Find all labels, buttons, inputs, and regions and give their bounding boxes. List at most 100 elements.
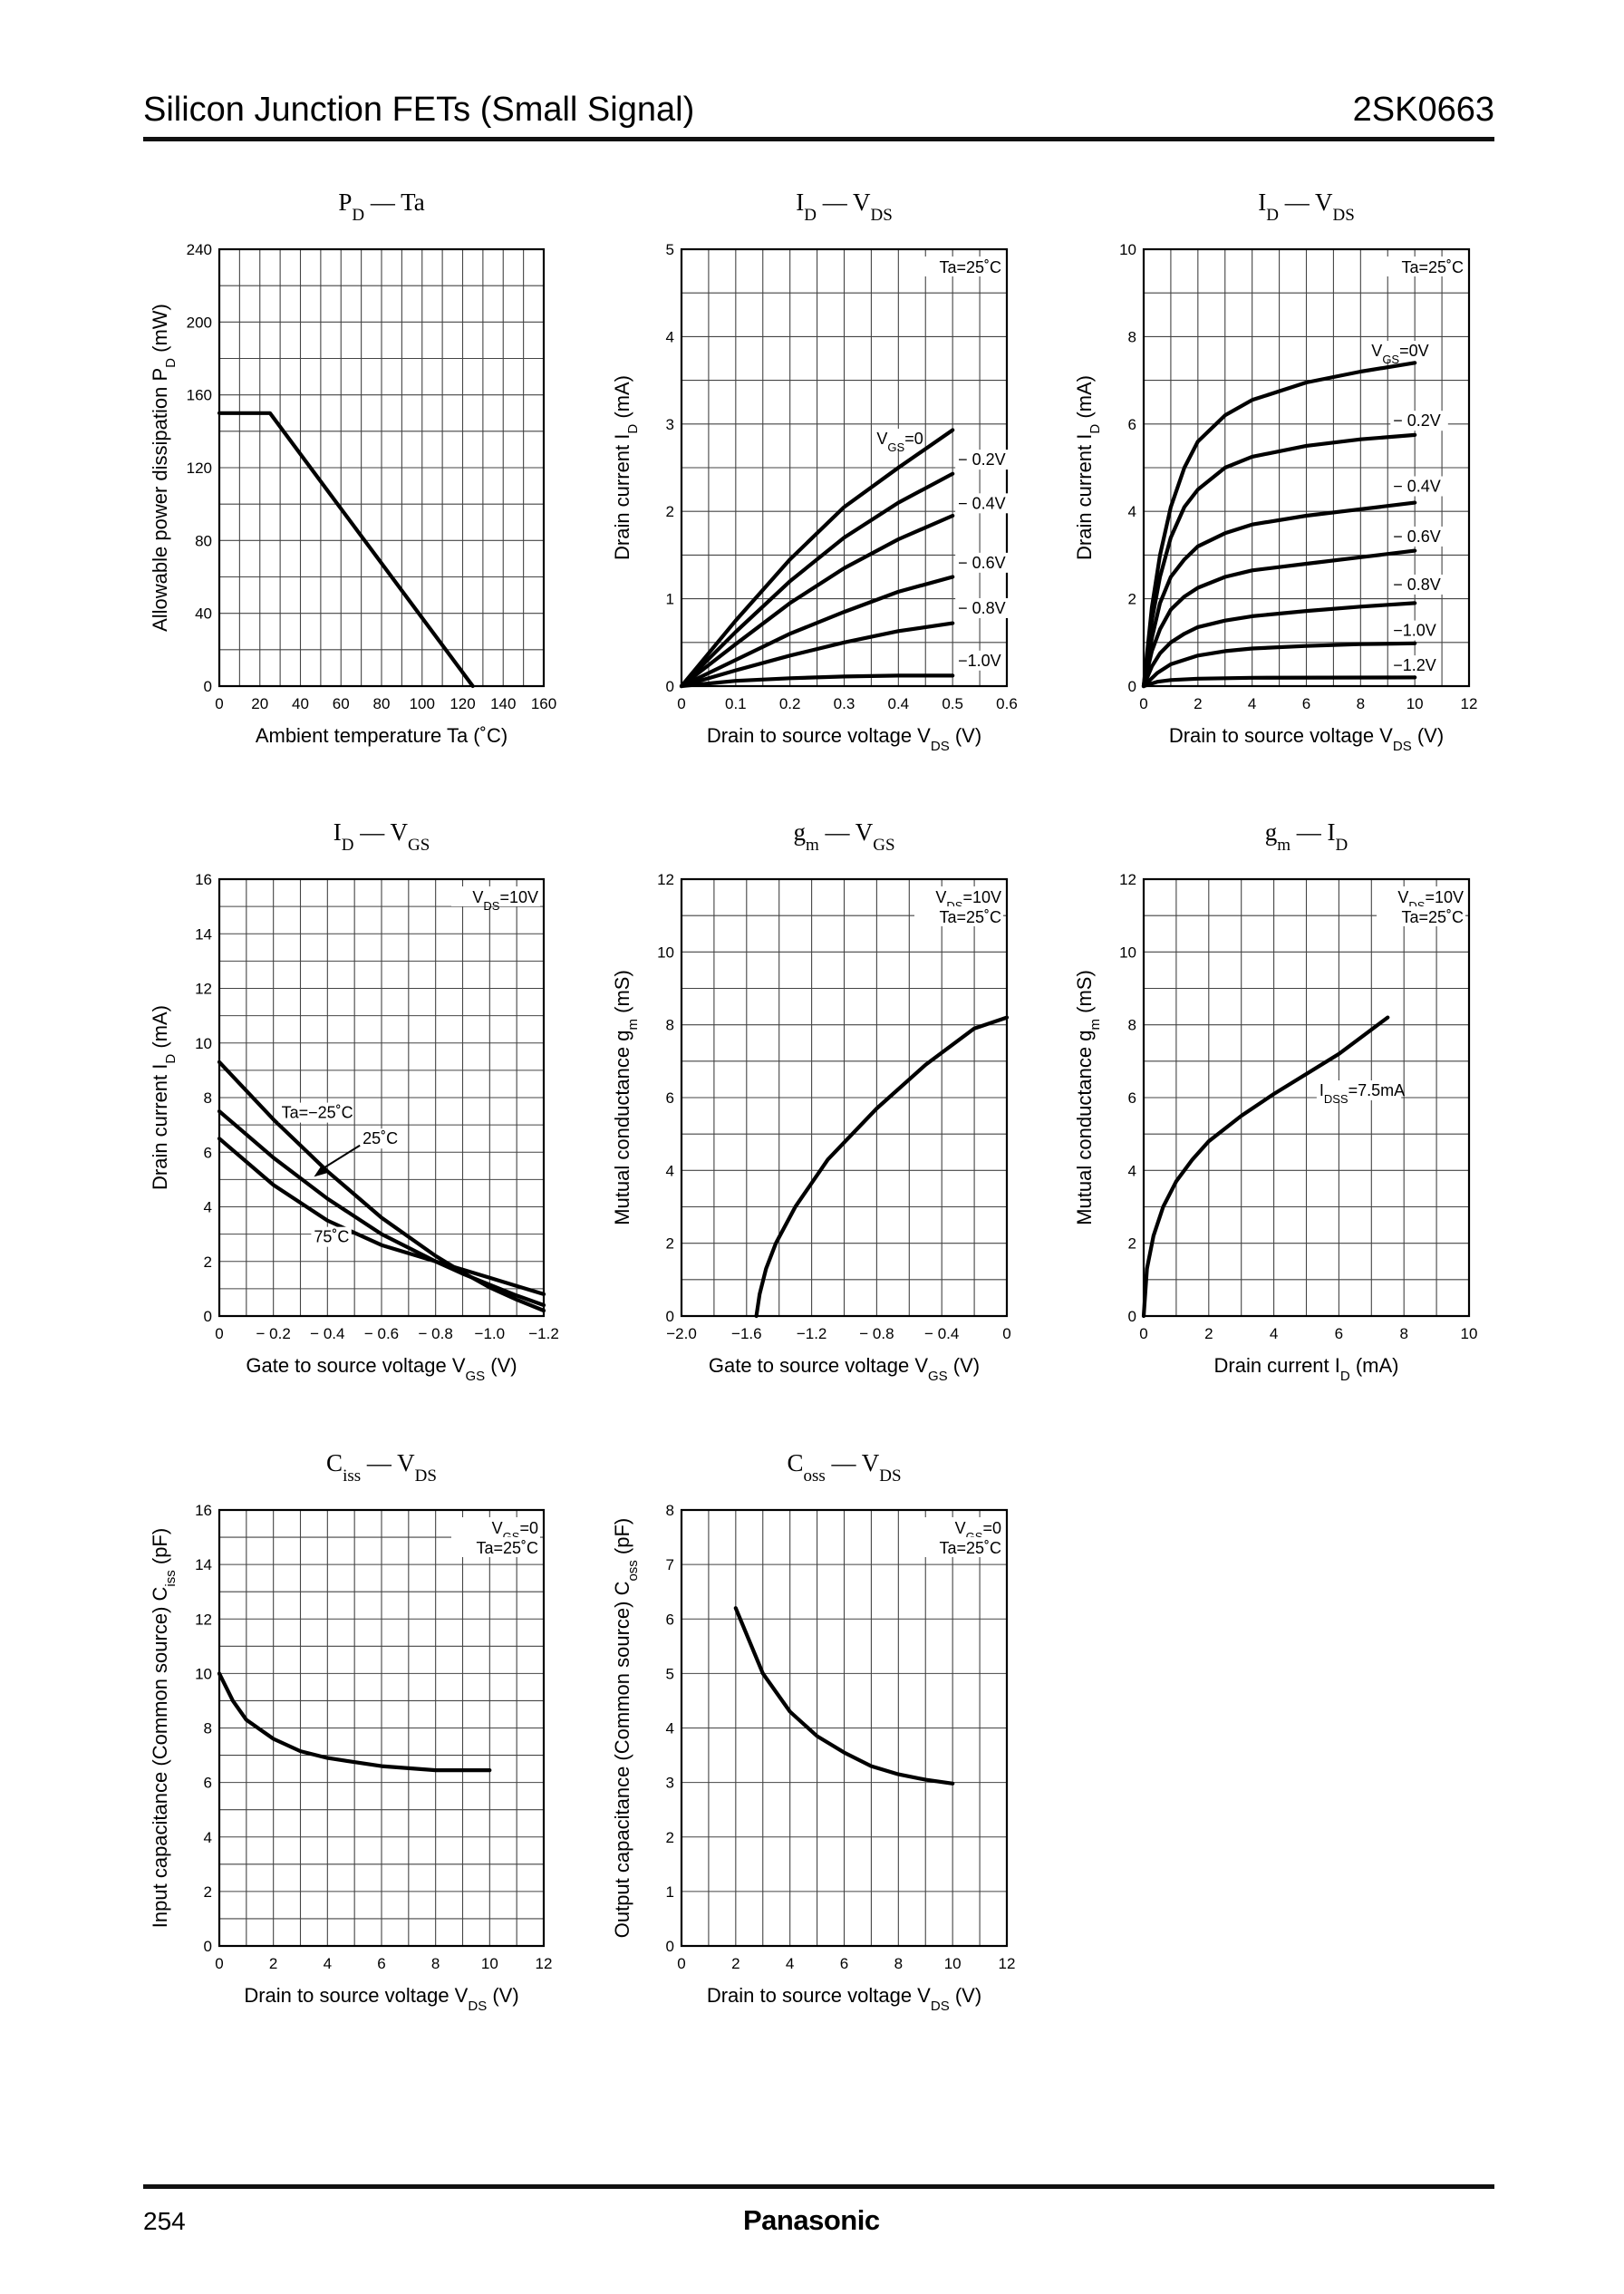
y-tick-label: 10	[195, 1665, 212, 1682]
series-line	[679, 471, 955, 689]
y-tick-label: 40	[195, 605, 212, 623]
condition-label: Ta=25˚C	[939, 258, 1001, 276]
y-tick-label: 0	[204, 1308, 212, 1325]
condition-label: VDS=10V	[472, 888, 538, 913]
y-tick-label: 2	[1128, 591, 1136, 608]
y-tick-label: 8	[666, 1502, 674, 1519]
x-tick-label: 8	[431, 1955, 440, 1972]
x-tick-label: 12	[999, 1955, 1016, 1972]
series-line	[679, 513, 955, 689]
x-tick-label: 6	[377, 1955, 385, 1972]
plot-frame	[1142, 247, 1471, 688]
y-axis-label: Mutual conductance gm (mS)	[611, 970, 641, 1225]
y-tick-label: 4	[666, 328, 674, 345]
x-tick-label: 6	[1335, 1325, 1343, 1342]
x-tick-label: −1.2	[797, 1325, 827, 1342]
page-number: 254	[143, 2207, 186, 2235]
chart-title: ID — VDS	[796, 189, 893, 225]
y-tick-label: 12	[657, 871, 674, 888]
x-tick-label: 0	[1002, 1325, 1010, 1342]
y-tick-label: 200	[187, 314, 212, 331]
condition-bg	[914, 257, 1003, 276]
condition-label: VDS=10V	[1397, 888, 1464, 913]
y-tick-label: 10	[1119, 944, 1136, 961]
x-tick-label: 20	[251, 695, 268, 712]
plot-grid	[682, 1510, 1007, 1946]
x-tick-label: 140	[490, 695, 516, 712]
y-tick-label: 10	[1119, 241, 1136, 258]
curve-label: − 0.6V	[1393, 528, 1441, 546]
series-line	[733, 1606, 955, 1786]
y-tick-label: 4	[204, 1199, 212, 1216]
x-axis-label: Drain to source voltage VDS (V)	[1169, 724, 1444, 754]
y-tick-label: 12	[195, 1611, 212, 1628]
x-tick-label: − 0.4	[310, 1325, 344, 1342]
x-tick-label: 10	[944, 1955, 962, 1972]
condition-bg	[1377, 257, 1465, 276]
y-tick-label: 4	[666, 1720, 674, 1737]
curve-label: Ta=−25˚C	[282, 1104, 353, 1122]
annotation-bg	[1390, 655, 1440, 676]
annotation-bg	[360, 1128, 401, 1149]
x-tick-label: −1.0	[475, 1325, 506, 1342]
condition-label: Ta=25˚C	[1401, 258, 1464, 276]
chart-title: gm — ID	[1265, 818, 1348, 855]
x-axis-label: Drain current ID (mA)	[1214, 1354, 1399, 1384]
x-tick-label: 12	[536, 1955, 553, 1972]
x-tick-label: 10	[481, 1955, 498, 1972]
x-tick-label: 12	[1461, 695, 1478, 712]
y-tick-label: 0	[666, 1938, 674, 1955]
annotation-bg	[955, 493, 1013, 514]
series-line	[1141, 361, 1417, 689]
plot-frame	[218, 247, 546, 688]
annotation-bg	[1390, 476, 1448, 497]
y-tick-label: 8	[666, 1017, 674, 1034]
curve-label: −1.0V	[958, 652, 1001, 670]
curve-label: − 0.8V	[958, 599, 1006, 617]
condition-label: Ta=25˚C	[939, 1539, 1001, 1557]
series-line	[1141, 1015, 1390, 1319]
x-tick-label: 4	[324, 1955, 332, 1972]
y-tick-label: 2	[204, 1253, 212, 1271]
y-tick-label: 14	[195, 1556, 212, 1573]
plot-frame	[680, 877, 1009, 1318]
x-tick-label: − 0.6	[364, 1325, 399, 1342]
y-tick-label: 0	[666, 1308, 674, 1325]
plot-frame	[680, 1508, 1009, 1948]
y-tick-label: 12	[1119, 871, 1136, 888]
x-tick-label: 2	[1204, 1325, 1213, 1342]
condition-label: VGS=0	[492, 1519, 538, 1544]
x-tick-label: 8	[1399, 1325, 1407, 1342]
plot-grid	[219, 249, 544, 686]
y-axis-label: Drain current ID (mA)	[149, 1005, 179, 1190]
x-tick-label: 80	[373, 695, 391, 712]
y-tick-label: 6	[666, 1611, 674, 1628]
y-axis-label: Allowable power dissipation PD (mW)	[149, 304, 179, 632]
x-tick-label: 2	[731, 1955, 740, 1972]
x-tick-label: 0.4	[888, 695, 910, 712]
y-tick-label: 16	[195, 871, 212, 888]
curve-label: − 0.4V	[958, 494, 1006, 512]
x-tick-label: − 0.8	[419, 1325, 453, 1342]
curve-label: − 0.2V	[958, 450, 1006, 469]
annotation-bg	[1368, 341, 1422, 362]
y-tick-label: 6	[1128, 416, 1136, 433]
series-line	[679, 673, 955, 689]
part-number: 2SK0663	[1352, 91, 1494, 129]
annotation-bg	[955, 597, 1013, 618]
x-tick-label: 100	[410, 695, 435, 712]
y-axis-label: Input capacitance (Common source) Ciss (…	[149, 1528, 179, 1928]
y-tick-label: 1	[666, 591, 674, 608]
y-tick-label: 3	[666, 416, 674, 433]
y-tick-label: 6	[1128, 1089, 1136, 1107]
x-tick-label: 0.5	[942, 695, 963, 712]
plot-frame	[218, 1508, 546, 1948]
annotation-bg	[1390, 526, 1448, 547]
annotation-bg	[955, 552, 1013, 573]
y-tick-label: 160	[187, 387, 212, 404]
x-tick-label: 4	[786, 1955, 794, 1972]
annotation-bg	[1316, 1079, 1402, 1100]
